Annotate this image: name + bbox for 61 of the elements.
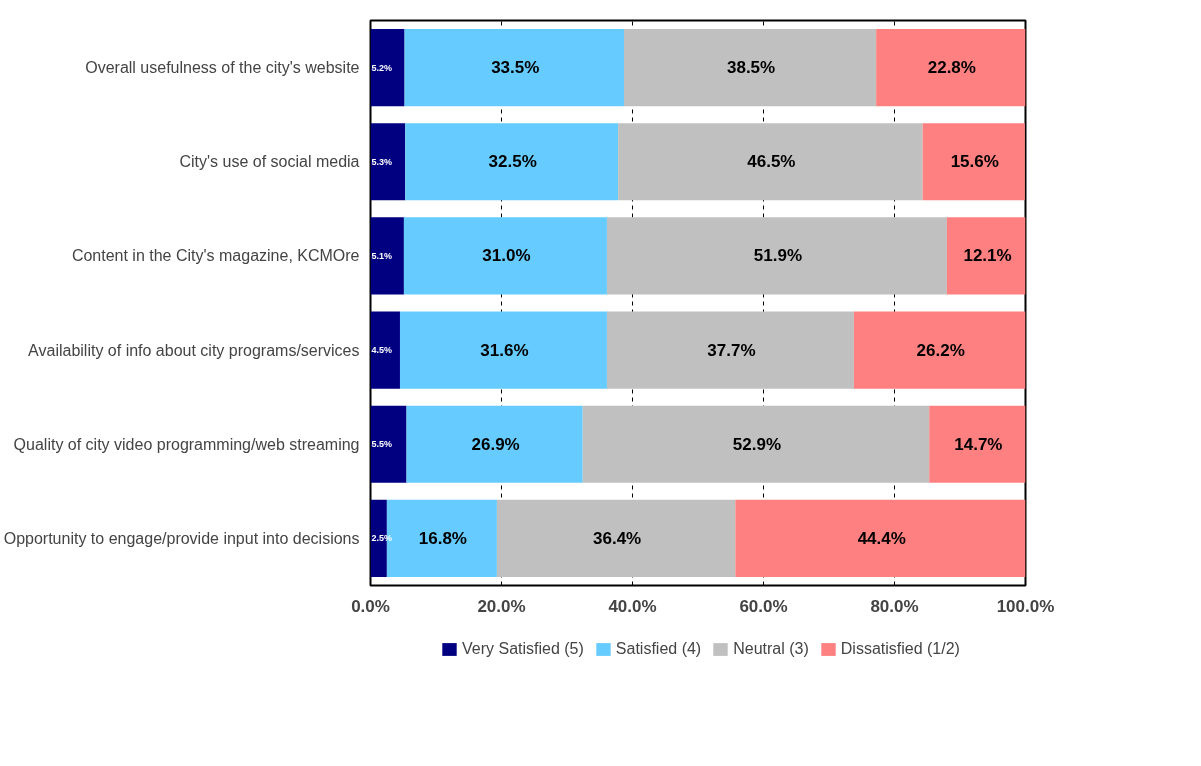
x-tick-label: 60.0%	[739, 596, 788, 616]
legend-label: Very Satisfied (5)	[462, 640, 584, 658]
x-tick-label: 100.0%	[996, 596, 1055, 616]
data-label: 44.4%	[857, 528, 906, 548]
bar	[582, 405, 930, 483]
legend-label: Neutral (3)	[733, 640, 809, 658]
bar	[404, 28, 624, 107]
x-tick-label: 20.0%	[477, 596, 526, 616]
y-tick-label: Availability of info about city programs/services	[28, 341, 360, 359]
y-tick-label: Content in the City's magazine, KCMOre	[71, 247, 360, 265]
data-label: 37.7%	[707, 340, 756, 360]
legend-label: Dissatisfied (1/2)	[840, 640, 960, 658]
data-label: 26.2%	[916, 340, 965, 360]
x-tick-label: 40.0%	[608, 596, 657, 616]
bar	[618, 123, 923, 201]
bar	[403, 217, 607, 295]
data-label: 16.8%	[418, 528, 467, 548]
data-label: 51.9%	[753, 246, 803, 266]
x-tick-label: 80.0%	[870, 596, 919, 616]
bar	[946, 217, 1026, 295]
bar	[399, 311, 607, 389]
bar	[606, 217, 947, 295]
y-tick-label: Overall usefulness of the city's website	[85, 59, 360, 77]
bar	[406, 405, 583, 483]
data-label: 5.5%	[371, 439, 393, 450]
bar	[929, 405, 1026, 483]
y-tick-label: Quality of city video programming/web streaming	[13, 435, 360, 453]
data-label: 5.1%	[371, 250, 393, 261]
data-label: 46.5%	[747, 152, 796, 172]
data-label: 12.1%	[963, 246, 1012, 266]
data-label: 5.3%	[371, 156, 393, 167]
bar	[496, 499, 736, 578]
bar	[922, 123, 1025, 201]
data-label: 5.2%	[371, 62, 393, 73]
y-tick-label: City's use of social media	[179, 153, 360, 171]
bar	[370, 311, 400, 389]
bar	[370, 123, 406, 201]
x-tick-label: 0.0%	[351, 596, 390, 616]
data-label: 22.8%	[927, 58, 976, 78]
bar	[405, 123, 619, 201]
bar	[735, 499, 1026, 578]
data-label: 33.5%	[491, 58, 540, 78]
bar	[370, 405, 407, 483]
bar	[853, 311, 1026, 389]
data-label: 14.7%	[954, 434, 1003, 454]
bar	[370, 28, 405, 107]
legend-label: Satisfied (4)	[615, 640, 702, 658]
data-label: 15.6%	[950, 152, 999, 172]
bar	[876, 28, 1026, 107]
bar	[370, 217, 404, 295]
data-label: 36.4%	[593, 528, 642, 548]
data-label: 26.9%	[471, 434, 520, 454]
y-tick-label: Opportunity to engage/provide input into decisions	[3, 529, 360, 547]
bar	[606, 311, 854, 389]
bar	[623, 28, 877, 107]
data-label: 31.6%	[480, 340, 529, 360]
data-label: 32.5%	[488, 152, 537, 172]
data-label: 4.5%	[371, 345, 393, 356]
data-label: 52.9%	[732, 434, 782, 454]
data-label: 38.5%	[726, 58, 776, 78]
data-label: 31.0%	[482, 246, 531, 266]
